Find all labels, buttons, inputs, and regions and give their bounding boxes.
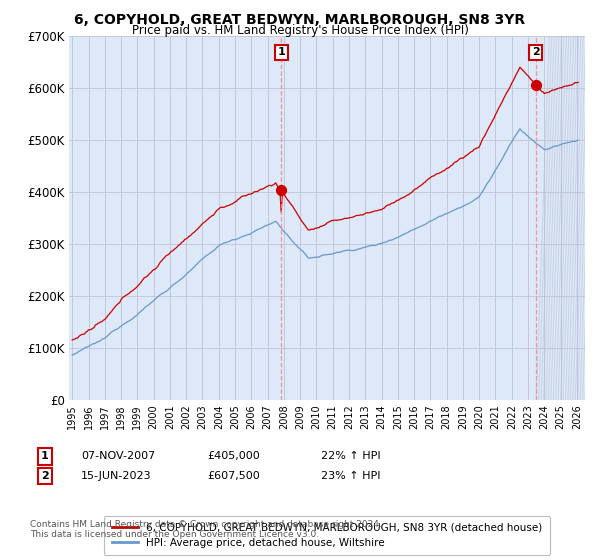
- Text: 22% ↑ HPI: 22% ↑ HPI: [321, 451, 380, 461]
- Point: [531, 80, 541, 89]
- Text: 1: 1: [278, 47, 285, 57]
- Text: 2: 2: [532, 47, 539, 57]
- Text: 23% ↑ HPI: 23% ↑ HPI: [321, 471, 380, 481]
- Text: 15-JUN-2023: 15-JUN-2023: [81, 471, 152, 481]
- Text: £607,500: £607,500: [207, 471, 260, 481]
- Text: 1: 1: [41, 451, 49, 461]
- Text: 07-NOV-2007: 07-NOV-2007: [81, 451, 155, 461]
- Legend: 6, COPYHOLD, GREAT BEDWYN, MARLBOROUGH, SN8 3YR (detached house), HPI: Average p: 6, COPYHOLD, GREAT BEDWYN, MARLBOROUGH, …: [104, 516, 550, 556]
- Text: 6, COPYHOLD, GREAT BEDWYN, MARLBOROUGH, SN8 3YR: 6, COPYHOLD, GREAT BEDWYN, MARLBOROUGH, …: [74, 13, 526, 27]
- Text: Price paid vs. HM Land Registry's House Price Index (HPI): Price paid vs. HM Land Registry's House …: [131, 24, 469, 37]
- Text: 2: 2: [41, 471, 49, 481]
- Text: £405,000: £405,000: [207, 451, 260, 461]
- Bar: [553, 36, 585, 400]
- Text: Contains HM Land Registry data © Crown copyright and database right 2024.
This d: Contains HM Land Registry data © Crown c…: [30, 520, 382, 539]
- Point: [277, 185, 286, 194]
